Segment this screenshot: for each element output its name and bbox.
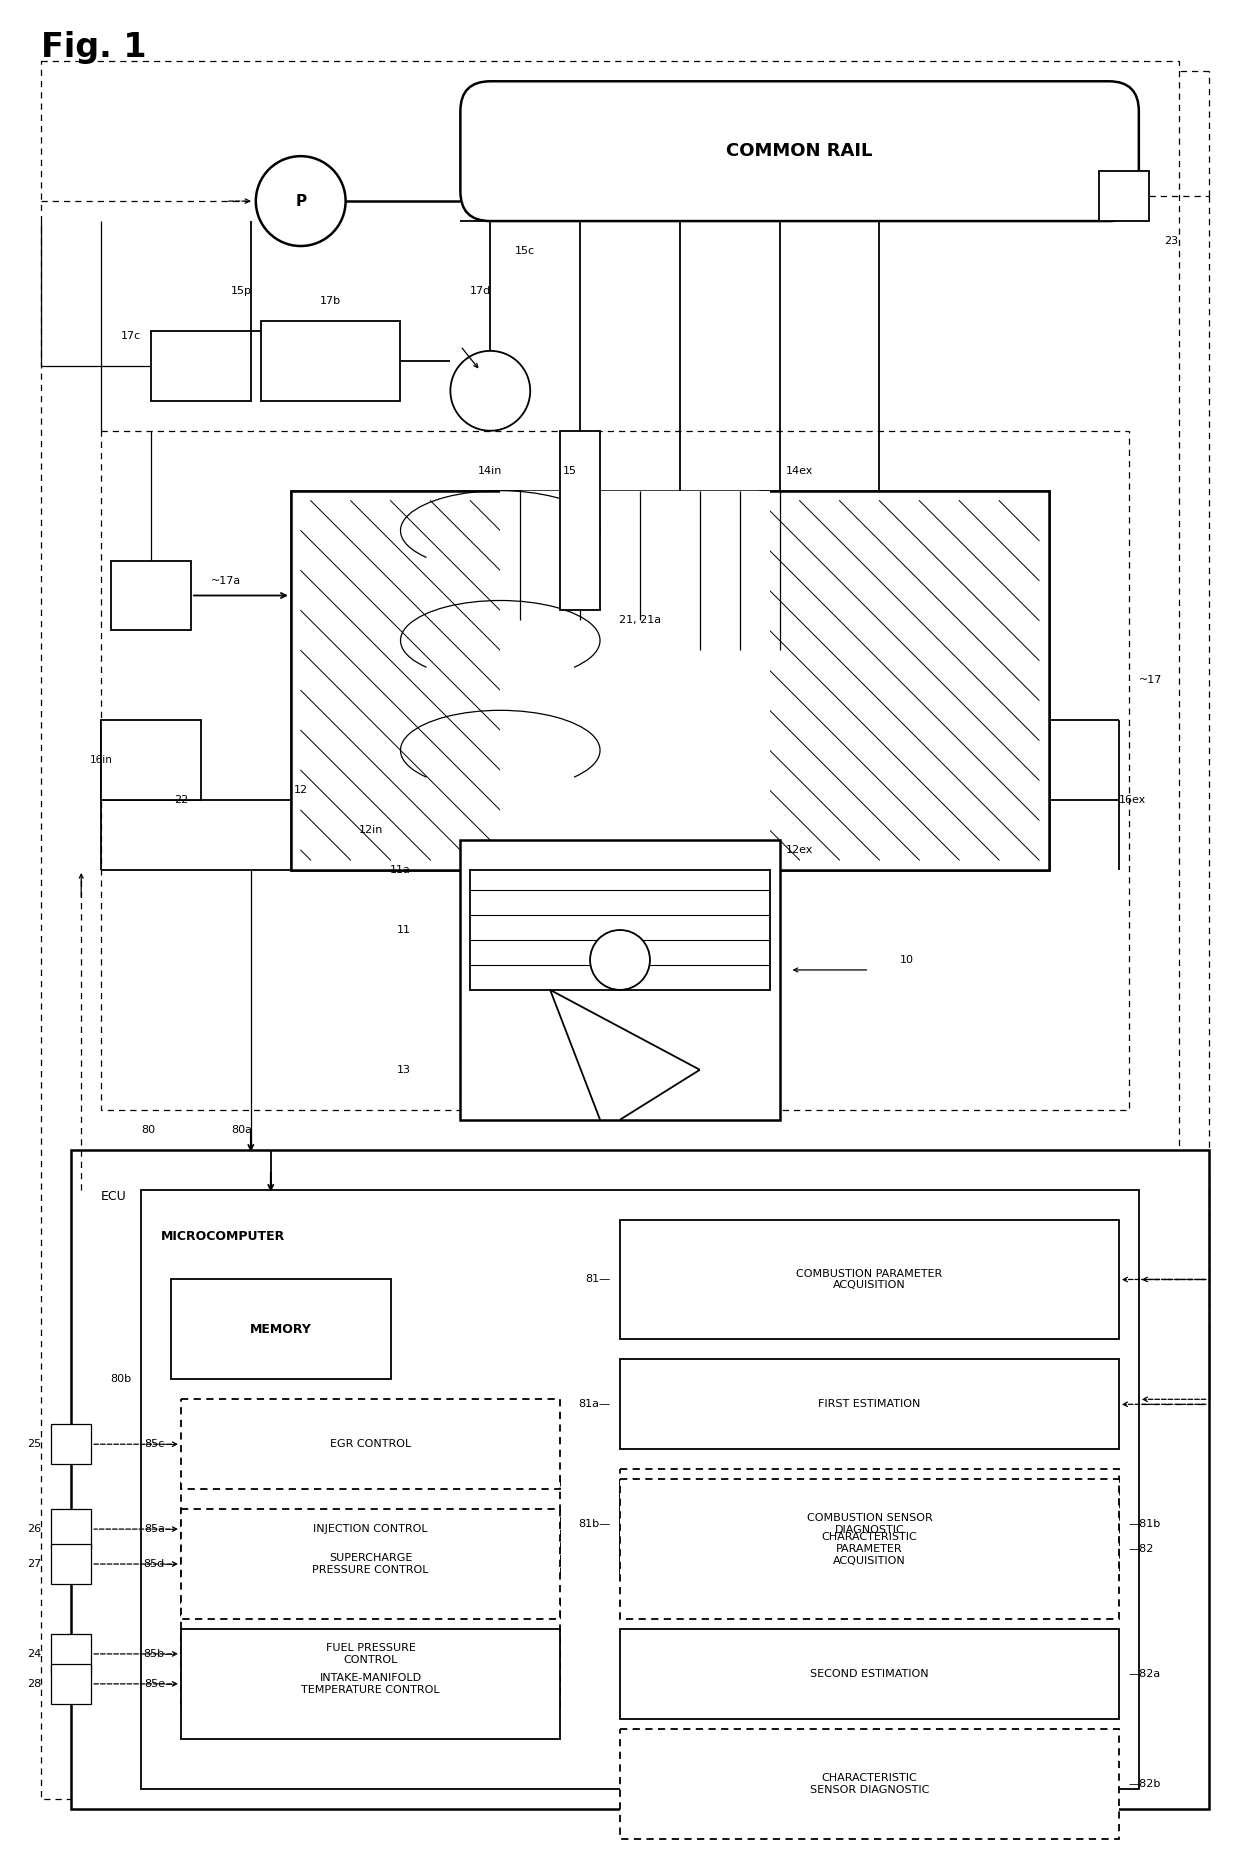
Text: 85d—: 85d— [144, 1559, 176, 1568]
Bar [51, 1663, 92, 1704]
Text: ~17a: ~17a [211, 575, 241, 586]
Text: INTAKE-MANIFOLD
TEMPERATURE CONTROL: INTAKE-MANIFOLD TEMPERATURE CONTROL [301, 1672, 440, 1695]
Bar [51, 1544, 92, 1583]
Text: ECU: ECU [102, 1190, 126, 1203]
Bar [290, 491, 1049, 870]
Text: COMBUSTION PARAMETER
ACQUISITION: COMBUSTION PARAMETER ACQUISITION [796, 1268, 942, 1290]
Bar [290, 491, 521, 870]
Text: 23: 23 [1164, 235, 1178, 247]
Text: FUEL PRESSURE
CONTROL: FUEL PRESSURE CONTROL [326, 1643, 415, 1665]
Text: 85e—: 85e— [144, 1680, 176, 1689]
Bar [112, 560, 191, 630]
Text: 85a—: 85a— [144, 1524, 176, 1533]
Text: P: P [295, 193, 306, 210]
Circle shape [255, 156, 346, 247]
Text: 10: 10 [899, 955, 914, 964]
Bar [181, 1479, 560, 1580]
Text: 81—: 81— [585, 1274, 610, 1285]
Bar [181, 1509, 560, 1619]
Text: —82: —82 [1128, 1544, 1154, 1554]
Text: 27: 27 [27, 1559, 41, 1568]
Text: 15c: 15c [516, 247, 536, 256]
Text: 14in: 14in [479, 465, 502, 476]
Bar [560, 430, 600, 610]
Bar [760, 491, 1049, 870]
Text: 21, 21a: 21, 21a [619, 616, 661, 625]
Circle shape [590, 931, 650, 990]
Text: FIRST ESTIMATION: FIRST ESTIMATION [818, 1400, 920, 1409]
Circle shape [450, 350, 531, 430]
Bar [181, 1598, 560, 1709]
Bar [620, 1728, 1118, 1839]
Text: 17d: 17d [470, 286, 491, 297]
Text: —81b: —81b [1128, 1518, 1161, 1530]
Text: 85b—: 85b— [144, 1648, 176, 1659]
Text: COMBUSTION SENSOR
DIAGNOSTIC: COMBUSTION SENSOR DIAGNOSTIC [806, 1513, 932, 1535]
Text: 17b: 17b [320, 297, 341, 306]
Bar [460, 840, 780, 1120]
Text: 80a: 80a [231, 1125, 252, 1135]
Bar [470, 870, 770, 990]
Bar [620, 1359, 1118, 1450]
Text: 16ex: 16ex [1118, 795, 1146, 805]
Text: 12ex: 12ex [786, 845, 813, 855]
Text: 81a—: 81a— [578, 1400, 610, 1409]
Text: 28: 28 [27, 1680, 41, 1689]
Text: MICROCOMPUTER: MICROCOMPUTER [161, 1229, 285, 1242]
Bar [71, 1149, 1209, 1810]
Bar [51, 1633, 92, 1674]
Bar [500, 491, 770, 870]
Bar [151, 330, 250, 400]
Text: 17c: 17c [120, 330, 141, 341]
Text: Fig. 1: Fig. 1 [41, 32, 146, 65]
Text: 12: 12 [294, 786, 308, 795]
Bar [1099, 171, 1148, 221]
Text: 25: 25 [27, 1439, 41, 1450]
Text: 15: 15 [563, 465, 577, 476]
Text: INJECTION CONTROL: INJECTION CONTROL [314, 1524, 428, 1533]
Text: SECOND ESTIMATION: SECOND ESTIMATION [810, 1669, 929, 1680]
Text: 26: 26 [27, 1524, 41, 1533]
Bar [141, 1190, 1138, 1789]
Text: 81b—: 81b— [578, 1518, 610, 1530]
Text: SUPERCHARGE
PRESSURE CONTROL: SUPERCHARGE PRESSURE CONTROL [312, 1554, 429, 1574]
Bar [102, 721, 201, 801]
Text: 16in: 16in [89, 755, 113, 766]
Bar [620, 1479, 1118, 1619]
Bar [620, 1468, 1118, 1580]
Text: 80b: 80b [110, 1374, 131, 1385]
Bar [181, 1630, 560, 1739]
Text: 13: 13 [397, 1064, 410, 1075]
Bar [620, 1220, 1118, 1339]
Bar [181, 1400, 560, 1489]
Text: 14ex: 14ex [786, 465, 813, 476]
Bar [51, 1509, 92, 1550]
Text: ~17: ~17 [1138, 675, 1162, 686]
Text: —82a: —82a [1128, 1669, 1161, 1680]
Text: 24: 24 [27, 1648, 41, 1659]
Text: 80: 80 [141, 1125, 155, 1135]
Text: 22: 22 [174, 795, 188, 805]
Bar [102, 430, 1128, 1111]
Text: CHARACTERISTIC
PARAMETER
ACQUISITION: CHARACTERISTIC PARAMETER ACQUISITION [822, 1533, 918, 1565]
Text: COMMON RAIL: COMMON RAIL [727, 143, 873, 159]
FancyBboxPatch shape [460, 82, 1138, 221]
Bar [171, 1279, 391, 1379]
Text: 85c—: 85c— [145, 1439, 176, 1450]
Bar [260, 321, 401, 400]
Text: 15p: 15p [231, 286, 252, 297]
Text: —82b: —82b [1128, 1778, 1161, 1789]
Text: 11a: 11a [389, 866, 410, 875]
Text: EGR CONTROL: EGR CONTROL [330, 1439, 412, 1450]
Text: MEMORY: MEMORY [249, 1324, 311, 1337]
Text: 11: 11 [397, 925, 410, 934]
Bar [620, 1630, 1118, 1719]
Bar [51, 1424, 92, 1465]
Text: CHARACTERISTIC
SENSOR DIAGNOSTIC: CHARACTERISTIC SENSOR DIAGNOSTIC [810, 1772, 929, 1795]
Text: 12in: 12in [358, 825, 383, 834]
